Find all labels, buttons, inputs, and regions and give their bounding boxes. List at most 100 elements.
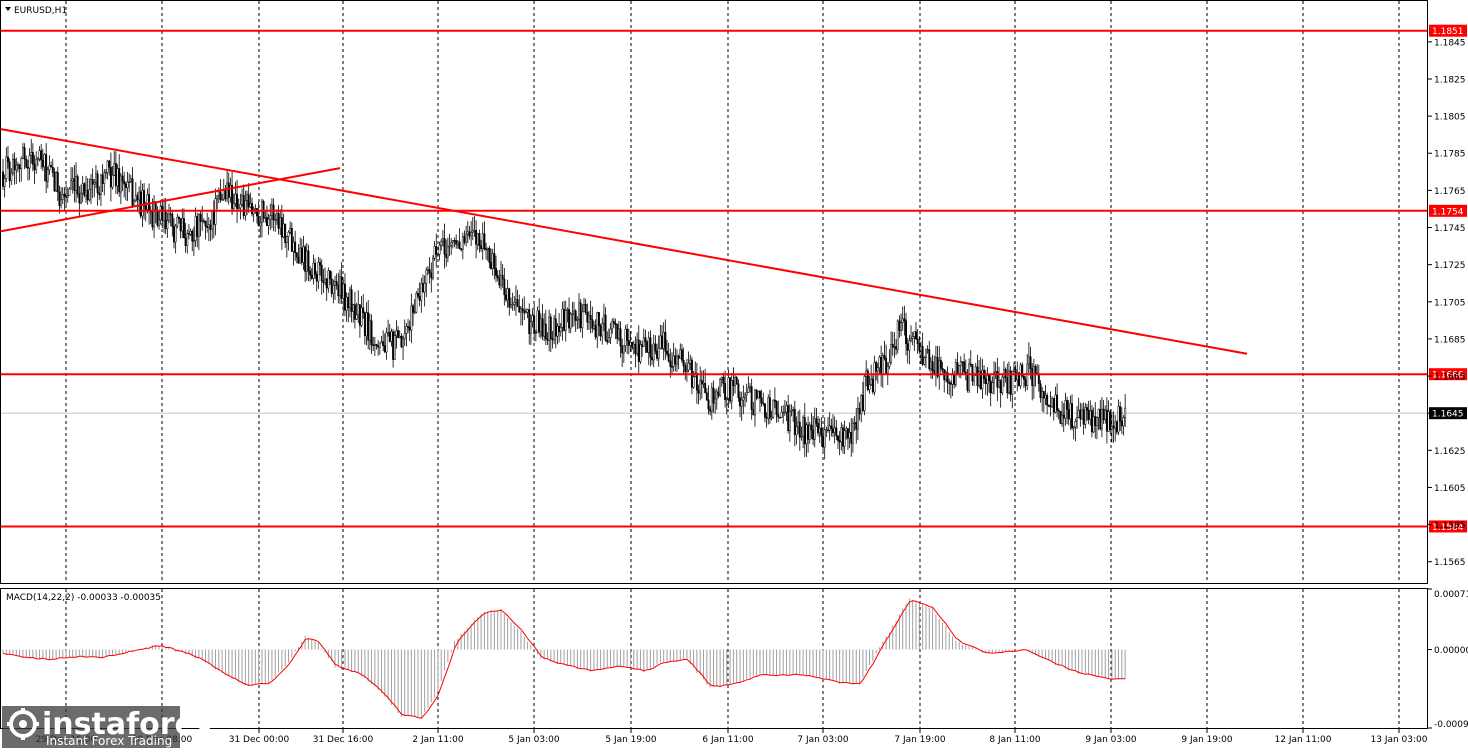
- candle-body: [624, 328, 627, 346]
- candle-body: [581, 311, 584, 329]
- horizontal-levels-layer[interactable]: [1, 29, 1427, 528]
- descending-trend-line[interactable]: [0, 128, 1248, 355]
- candle-body: [362, 307, 365, 313]
- candle-body: [365, 312, 368, 336]
- candle-body: [43, 154, 46, 168]
- candle-body: [778, 416, 781, 419]
- candle-body: [895, 346, 898, 350]
- time-label: 8 Jan 11:00: [989, 735, 1041, 745]
- candle-body: [182, 218, 185, 239]
- candle-body: [138, 191, 141, 201]
- candle-body: [353, 304, 356, 320]
- candle-body: [1047, 404, 1050, 407]
- candle-body: [126, 181, 129, 189]
- candle-body: [163, 211, 165, 221]
- candle-body: [1059, 411, 1062, 424]
- candle-body: [76, 176, 79, 195]
- candle-body: [2, 171, 4, 187]
- level-price-label: 1.1584: [1432, 523, 1464, 533]
- time-label: 13 Jan 03:00: [1371, 735, 1428, 745]
- candle-body: [988, 375, 990, 382]
- time-label: 12 Jan 11:00: [1275, 735, 1332, 745]
- candle-body: [944, 372, 947, 380]
- candle-body: [1031, 368, 1034, 386]
- candle-body: [614, 323, 617, 325]
- candle-body: [1056, 394, 1059, 411]
- candle-body: [257, 215, 260, 227]
- candle-body: [1037, 374, 1040, 384]
- candle-body: [760, 397, 763, 404]
- candle-body: [269, 215, 272, 220]
- candle-body: [319, 261, 322, 266]
- candle-body: [770, 416, 773, 419]
- trend-lines-layer[interactable]: [0, 128, 1248, 355]
- candle-body: [890, 343, 893, 363]
- candle-body: [833, 427, 836, 434]
- candle-body: [418, 295, 421, 301]
- candle-body: [574, 310, 577, 321]
- candle-body: [1054, 394, 1057, 413]
- candle-body: [589, 315, 592, 320]
- candle-body: [986, 375, 989, 385]
- candle-body: [420, 283, 423, 301]
- candle-body: [83, 183, 86, 196]
- candle-body: [433, 246, 436, 259]
- candle-body: [1092, 416, 1095, 433]
- candle-body: [959, 361, 962, 366]
- candle-body: [50, 165, 53, 168]
- macd-signal-layer: [2, 600, 1126, 719]
- candle-body: [1001, 376, 1004, 394]
- candle-body: [881, 355, 884, 375]
- candle-body: [1094, 416, 1097, 426]
- candle-body: [842, 427, 844, 447]
- candle-body: [63, 193, 66, 197]
- ascending-trend-line[interactable]: [0, 167, 341, 233]
- candle-body: [737, 383, 740, 399]
- candle-body: [734, 377, 737, 387]
- candle-body: [191, 231, 194, 242]
- price-tick-label: 1.1565: [1434, 558, 1466, 568]
- candles-layer: [2, 138, 1127, 460]
- candle-body: [529, 321, 532, 334]
- candle-body: [86, 190, 89, 201]
- candle-body: [521, 308, 524, 311]
- symbol-title-group[interactable]: EURUSD,H1: [5, 6, 67, 16]
- candle-body: [929, 361, 932, 370]
- candle-body: [417, 293, 419, 297]
- candle-body: [314, 262, 317, 275]
- candle-body: [1091, 410, 1093, 433]
- candle-body: [348, 289, 351, 308]
- candle-body: [818, 427, 821, 434]
- candle-body: [425, 269, 428, 284]
- candle-body: [337, 284, 340, 297]
- price-tick-label: 1.1845: [1434, 38, 1466, 48]
- macd-panel-frame: [0, 588, 1428, 729]
- candle-body: [596, 312, 599, 338]
- candle-body: [398, 336, 401, 338]
- price-tick-label: 1.1605: [1434, 484, 1466, 494]
- candle-body: [265, 217, 268, 226]
- candle-body: [239, 203, 242, 209]
- candle-body: [928, 349, 931, 370]
- time-label: 6 Jan 11:00: [702, 735, 754, 745]
- candle-body: [994, 371, 997, 374]
- candle-body: [717, 391, 720, 396]
- candle-body: [563, 308, 566, 331]
- dropdown-triangle-icon[interactable]: [5, 7, 11, 11]
- candle-body: [669, 360, 672, 367]
- candle-body: [599, 325, 602, 337]
- candle-body: [123, 180, 126, 185]
- candle-body: [1082, 409, 1085, 425]
- candle-body: [916, 338, 919, 344]
- candle-body: [480, 245, 483, 250]
- candle-body: [327, 270, 330, 289]
- candle-body: [863, 376, 866, 411]
- candle-body: [765, 417, 768, 419]
- candle-body: [1011, 370, 1014, 395]
- candle-body: [822, 436, 824, 448]
- candle-body: [695, 372, 698, 391]
- candle-body: [370, 320, 373, 346]
